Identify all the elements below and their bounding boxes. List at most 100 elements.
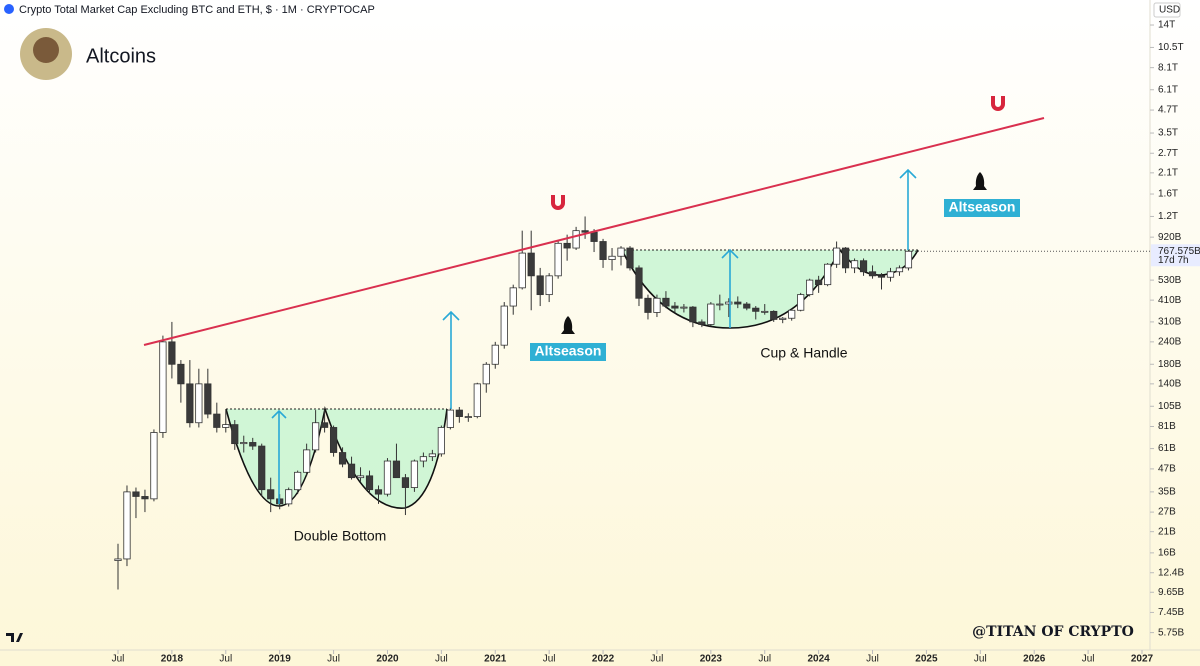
- candle-body: [482, 363, 490, 385]
- candle-body: [832, 247, 841, 265]
- candle-body: [303, 449, 311, 473]
- x-tick-label: Jul: [112, 654, 125, 665]
- candle-body: [797, 294, 805, 311]
- y-tick-label: 16B: [1158, 548, 1176, 559]
- candle-body: [150, 432, 158, 500]
- symbol-icon: [4, 4, 14, 14]
- candle-body: [815, 279, 823, 286]
- candle-body: [581, 230, 589, 233]
- arrow: [721, 248, 739, 328]
- candle-body: [186, 383, 194, 424]
- y-tick-label: 105B: [1158, 401, 1182, 412]
- y-tick-label: 4.7T: [1158, 105, 1178, 116]
- candle-body: [419, 456, 428, 462]
- currency-box: [1153, 2, 1181, 18]
- y-tick-label: 21B: [1158, 526, 1176, 537]
- y-tick-label: 12.4B: [1158, 567, 1184, 578]
- candle-body: [761, 310, 769, 313]
- candle-body: [779, 317, 787, 320]
- candle-body: [824, 263, 832, 286]
- candle-body: [527, 252, 535, 277]
- candle-body: [850, 260, 859, 269]
- x-tick-label: Jul: [219, 654, 232, 665]
- annotation: Altseason: [535, 343, 602, 359]
- candle-body: [258, 445, 266, 491]
- candle-body: [231, 424, 239, 445]
- y-tick-label: 47B: [1158, 464, 1176, 475]
- x-tick-label: 2022: [592, 654, 615, 665]
- candle-body: [132, 491, 140, 497]
- candle-body: [599, 241, 607, 260]
- candle-body: [608, 255, 616, 260]
- tv-logo: [6, 633, 23, 642]
- x-tick-label: 2023: [700, 654, 723, 665]
- y-tick-label: 6.1T: [1158, 84, 1178, 95]
- arrow: [899, 168, 917, 250]
- x-tick-label: Jul: [651, 654, 664, 665]
- candle-body: [590, 231, 598, 242]
- candle-body: [680, 306, 688, 309]
- y-tick-label: 27B: [1158, 507, 1176, 518]
- x-tick-label: 2021: [484, 654, 507, 665]
- candle-body: [563, 242, 571, 249]
- overlays: [143, 96, 1045, 504]
- candle-body: [159, 341, 167, 433]
- annotation: Altseason: [949, 199, 1016, 215]
- x-tick-label: 2018: [161, 654, 184, 665]
- candle-body: [410, 460, 419, 488]
- candle-body: [895, 267, 904, 273]
- x-tick-label: Jul: [1082, 654, 1095, 665]
- y-tick-label: 410B: [1158, 295, 1182, 306]
- magnet-icon: [991, 96, 1005, 111]
- candle-body: [752, 307, 760, 312]
- y-tick-label: 35B: [1158, 487, 1176, 498]
- x-tick-label: 2024: [808, 654, 831, 665]
- candle-body: [338, 452, 347, 465]
- x-tick-label: Jul: [974, 654, 987, 665]
- candle-body: [877, 275, 886, 278]
- candle-body: [114, 558, 122, 561]
- annotation: Cup & Handle: [760, 345, 847, 361]
- candle-body: [725, 301, 733, 305]
- candle-body: [572, 230, 580, 249]
- label-box: [944, 199, 1020, 217]
- candle-body: [545, 275, 553, 296]
- x-tick-label: 2026: [1023, 654, 1046, 665]
- last-price-label: 767.575B: [1158, 246, 1200, 257]
- candle-body: [329, 427, 338, 453]
- candle-body: [347, 463, 356, 479]
- y-tick-label: 2.7T: [1158, 148, 1178, 159]
- candle-body: [698, 321, 706, 325]
- candle-body: [617, 247, 625, 257]
- y-tick-label: 1.6T: [1158, 189, 1178, 200]
- y-tick-label: 1.2T: [1158, 211, 1178, 222]
- candle-body: [195, 383, 203, 424]
- candle-body: [177, 363, 185, 385]
- candle-body: [249, 442, 257, 447]
- candle-body: [365, 475, 374, 491]
- x-tick-label: 2027: [1131, 654, 1154, 665]
- candle-body: [662, 297, 670, 307]
- candle-body: [707, 303, 715, 325]
- candle-body: [401, 477, 410, 488]
- chart-title: Crypto Total Market Cap Excluding BTC an…: [19, 4, 375, 16]
- y-tick-label: 7.45B: [1158, 607, 1184, 618]
- candle-body: [213, 413, 221, 428]
- candle-body: [374, 489, 383, 495]
- candles: [114, 216, 913, 590]
- candle-body: [356, 475, 365, 479]
- candle-body: [446, 409, 454, 428]
- candle-body: [500, 305, 508, 346]
- candle-body: [868, 271, 877, 277]
- last-price-box: [1151, 244, 1200, 267]
- candle-body: [770, 310, 778, 320]
- candle-body: [123, 491, 131, 560]
- arrow: [271, 409, 287, 504]
- magnet-icon: [551, 195, 565, 210]
- candle-body: [743, 303, 751, 309]
- candle-body: [626, 247, 634, 269]
- y-tick-label: 3.5T: [1158, 128, 1178, 139]
- candle-body: [689, 306, 697, 323]
